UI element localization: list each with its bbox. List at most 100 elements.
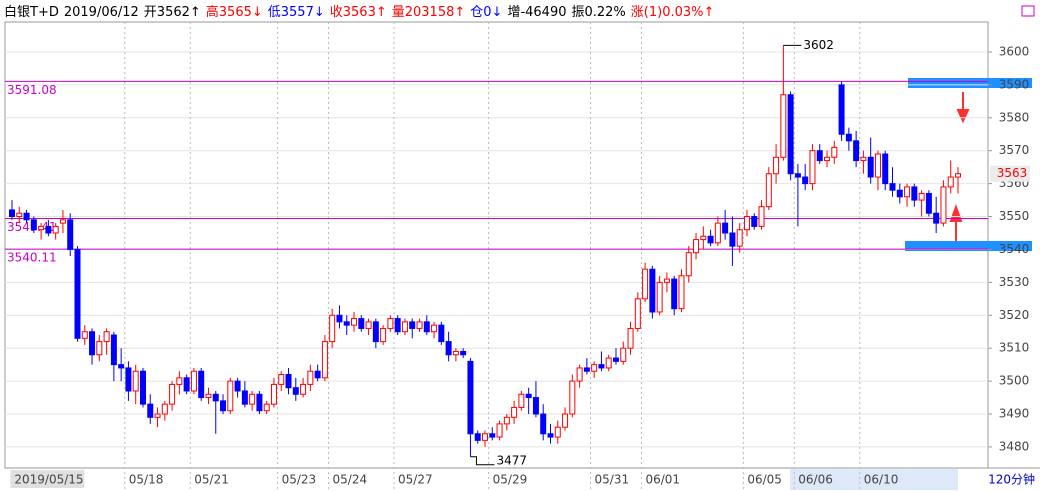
candle-body [241,390,248,405]
candle-body [416,321,423,329]
candle-body [198,370,205,399]
x-tick-label: 05/18 [129,473,164,487]
y-tick-label: 3600 [999,44,1030,58]
candle-body [234,380,241,392]
candle-body [125,367,132,392]
x-tick-label: 05/27 [398,473,433,487]
y-tick-label: 3490 [999,407,1030,421]
candle-body [74,248,81,339]
x-tick-label: 06/01 [645,473,680,487]
candle-body [729,232,736,247]
candle-body [307,370,314,385]
y-tick-label: 3580 [999,110,1030,124]
candle-body [671,278,678,310]
candle-body [452,350,459,356]
candle-body [598,364,605,369]
header: 白银T+D 2019/06/12 开3562↑ 高3565↓ 低3557↓ 收3563↑ 量… [4,4,714,20]
candle-body [227,380,234,412]
candle-body [394,318,401,333]
candle-body [896,189,903,198]
x-tick-label: 05/29 [493,473,528,487]
candle-body [387,318,394,329]
candle-body [489,433,496,438]
candle-body [751,216,758,227]
candle-body [642,268,649,300]
candle-body [532,397,539,415]
candle-body [467,360,474,435]
candle-body [802,176,809,185]
down-arrow [956,92,970,124]
candle-body [882,153,889,185]
candle-body [853,140,860,162]
header-item: 高3565↓ [206,4,263,20]
candle-body [205,393,212,399]
candle-body [329,314,336,343]
candle-body [904,186,911,198]
candle-body [409,321,416,329]
candle-body [809,150,816,185]
y-tick-label: 3480 [999,439,1030,453]
candle-body [118,364,125,369]
candle-body [183,377,190,392]
candle-body [496,423,503,438]
reference-label: 3591.08 [7,83,57,97]
candle-body [554,426,561,438]
candle-body [220,400,227,412]
candle-body [693,239,700,254]
candle-body [838,84,845,135]
candle-body [867,156,874,178]
high-label: 3602 [803,38,834,52]
y-tick-label: 3570 [999,143,1030,157]
last-price-label: 3563 [997,166,1028,180]
x-tick-label: 05/24 [333,473,368,487]
candle-body [423,321,430,333]
candle-body [249,393,256,405]
candle-body [147,403,154,418]
x-axis-highlight [790,469,958,490]
candle-body [270,383,277,405]
candle-body [758,206,765,227]
header-item: 2019/06/12 [64,5,139,20]
candle-body [336,314,343,323]
candle-body [511,406,518,418]
candle-body [700,235,707,241]
candle-body [351,318,358,326]
y-tick-label: 3540 [999,242,1030,256]
header-item: 涨(1)0.03%↑ [631,5,715,20]
last-price-box [990,165,1030,182]
candle-body [933,212,940,224]
candle-body [132,370,139,392]
y-tick-label: 3510 [999,341,1030,355]
candle-body [678,275,685,310]
candle-body [372,321,379,343]
candle-body [707,235,714,244]
candle-body [365,321,372,329]
x-tick-label: 2019/05/15 [14,473,83,487]
candle-body [947,176,954,188]
candle-body [773,156,780,175]
up-arrow [949,204,963,241]
header-item: 开3562↑ [144,5,201,20]
x-tick-label: 06/06 [798,473,833,487]
candle-body [38,225,45,231]
header-item: 振0.22% [571,5,625,20]
candle-body [889,183,896,191]
candle-body [845,133,852,142]
x-tick-label: 06/10 [864,473,899,487]
x-tick-label: 05/21 [194,473,229,487]
candle-body [59,219,66,224]
y-tick-label: 3520 [999,308,1030,322]
candle-body [634,298,641,329]
candle-body [96,341,103,356]
candle-body [474,433,481,441]
candle-body [256,393,263,412]
resistance-zone [908,78,1032,88]
candle-body [816,150,823,162]
candle-body [139,370,146,405]
candle-body [540,413,547,435]
candle-body [169,383,176,405]
candle-body [190,370,197,392]
candle-body [620,347,627,362]
candle-body [45,225,52,234]
